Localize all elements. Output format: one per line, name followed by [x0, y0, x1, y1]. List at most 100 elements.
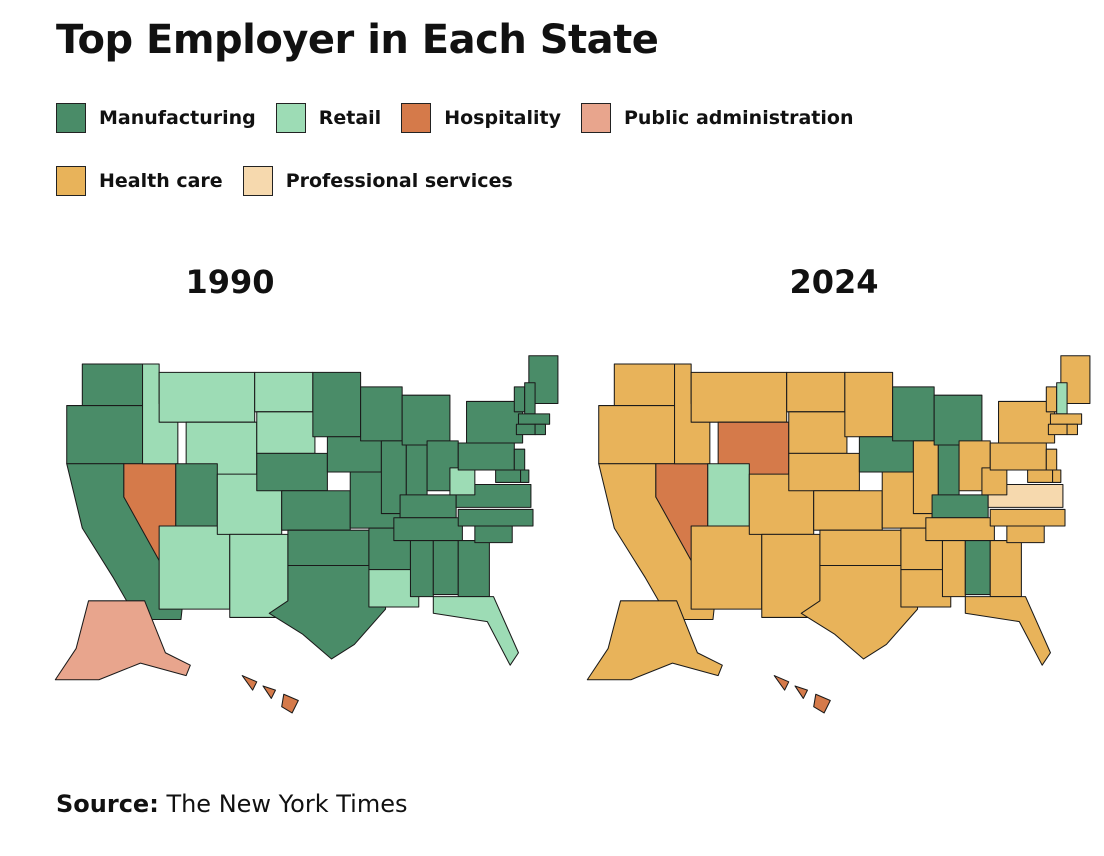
legend-item-retail: Retail [275, 103, 382, 133]
state-ne [788, 452, 860, 492]
state-vt [1045, 386, 1058, 413]
state-mn [312, 371, 362, 438]
state-ks [281, 490, 351, 531]
state-ut [707, 463, 750, 527]
state-ne [256, 452, 328, 492]
legend-label: Professional services [285, 170, 513, 192]
state-tn [393, 517, 463, 542]
state-wa [613, 363, 676, 407]
state-wi [892, 386, 935, 442]
state-sc [1006, 525, 1045, 544]
state-ky [399, 494, 457, 519]
state-tn [925, 517, 995, 542]
legend-swatch [401, 103, 432, 133]
state-hi [773, 675, 831, 714]
state-md [1027, 469, 1054, 483]
state-mt [690, 371, 788, 423]
state-de [520, 469, 530, 483]
legend-label: Retail [318, 107, 382, 129]
state-nh [524, 382, 536, 415]
state-al [432, 540, 459, 596]
state-nc [457, 508, 534, 527]
legend-item-hospitality: Hospitality [401, 103, 561, 133]
state-wa [81, 363, 144, 407]
state-mn [844, 371, 894, 438]
state-sd [256, 411, 316, 454]
map-1990 [20, 330, 560, 720]
source-text: The New York Times [166, 790, 408, 818]
state-la [368, 569, 420, 608]
state-nj [513, 448, 526, 471]
legend-swatch [56, 103, 86, 133]
us-map-svg [586, 355, 1091, 714]
state-or [598, 405, 676, 465]
state-nc [989, 508, 1066, 527]
state-fl [432, 596, 519, 666]
state-ma [1049, 413, 1083, 425]
legend-label: Hospitality [444, 107, 561, 129]
state-az [158, 525, 231, 610]
map-2024 [552, 330, 1092, 720]
state-nm [761, 533, 821, 618]
state-nj [1045, 448, 1058, 471]
state-nd [786, 371, 846, 413]
state-vt [513, 386, 526, 413]
state-pa [989, 442, 1047, 471]
legend-swatch [242, 166, 273, 196]
map-year-1990: 1990 [185, 263, 275, 301]
legend-label: Public administration [623, 107, 854, 129]
legend-swatch [56, 166, 86, 196]
source-note: Source: The New York Times [56, 786, 407, 822]
legend-row: Manufacturing Retail Hospitality Public … [56, 100, 1016, 136]
state-ia [326, 436, 382, 473]
state-ut [175, 463, 218, 527]
state-ga [989, 540, 1022, 598]
state-hi [241, 675, 299, 714]
state-ct [515, 423, 536, 436]
state-wv [449, 467, 476, 496]
state-ak [54, 600, 191, 681]
state-ok [819, 529, 902, 567]
state-mt [158, 371, 256, 423]
legend-swatch [275, 103, 306, 133]
map-year-2024: 2024 [789, 263, 879, 301]
state-ks [813, 490, 883, 531]
state-ia [858, 436, 914, 473]
state-fl [964, 596, 1051, 666]
source-label: Source: [56, 790, 159, 818]
legend-item-manufacturing: Manufacturing [56, 103, 256, 133]
state-nm [229, 533, 289, 618]
state-ms [409, 540, 434, 598]
state-de [1052, 469, 1062, 483]
state-sc [474, 525, 513, 544]
state-wi [360, 386, 403, 442]
legend-swatch [580, 103, 611, 133]
chart-title: Top Employer in Each State [56, 17, 659, 63]
state-ky [931, 494, 989, 519]
state-ms [941, 540, 966, 598]
state-nh [1056, 382, 1068, 415]
state-az [690, 525, 763, 610]
state-or [66, 405, 144, 465]
state-sd [788, 411, 848, 454]
legend-item-public-administration: Public administration [580, 103, 854, 133]
state-mi [933, 394, 983, 446]
state-ri [534, 423, 546, 436]
state-ok [287, 529, 370, 567]
state-ny [998, 400, 1056, 444]
legend-item-health-care: Health care [56, 166, 223, 196]
state-ma [517, 413, 551, 425]
state-la [900, 569, 952, 608]
legend-row: Health care Professional services [56, 163, 1016, 199]
state-ak [586, 600, 723, 681]
state-al [964, 540, 991, 596]
state-ny [466, 400, 524, 444]
legend: Manufacturing Retail Hospitality Public … [56, 100, 1016, 226]
state-ct [1047, 423, 1068, 436]
state-nd [254, 371, 314, 413]
legend-label: Manufacturing [99, 107, 256, 129]
state-md [495, 469, 522, 483]
state-pa [457, 442, 515, 471]
state-mi [401, 394, 451, 446]
state-ri [1066, 423, 1078, 436]
